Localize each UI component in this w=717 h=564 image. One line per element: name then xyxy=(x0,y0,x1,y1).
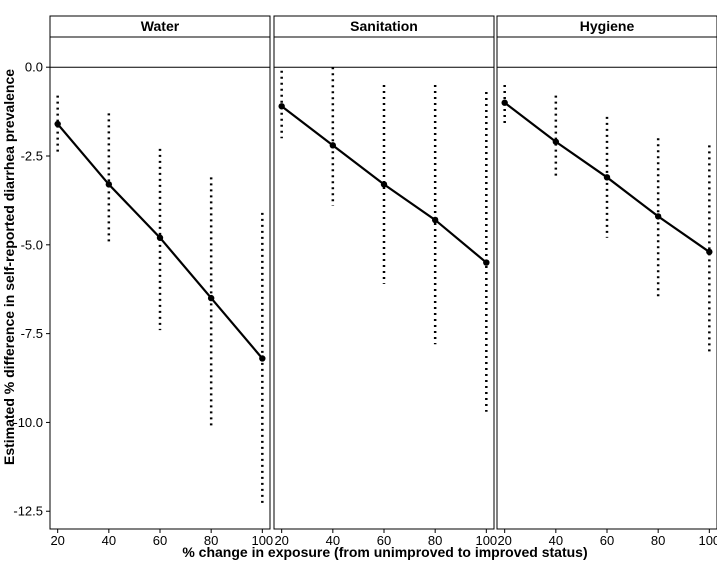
y-tick-label: -5.0 xyxy=(21,237,43,252)
plot-area-water xyxy=(49,36,271,530)
panel-water: Water 20 40 60 80 100 xyxy=(49,15,273,548)
plot-area-hygiene xyxy=(496,36,717,530)
facet-label-sanitation: Sanitation xyxy=(350,18,418,34)
y-axis: 0.0 -2.5 -5.0 -7.5 -10.0 -12.5 xyxy=(13,60,50,519)
panel-sanitation: Sanitation 20 40 60 80 100 xyxy=(273,15,497,548)
x-tick-label: 60 xyxy=(377,533,391,548)
x-tick-label: 20 xyxy=(50,533,64,548)
facet-label-hygiene: Hygiene xyxy=(580,18,635,34)
x-axis-title: % change in exposure (from unimproved to… xyxy=(182,544,587,560)
x-tick-label: 80 xyxy=(428,533,442,548)
data-point xyxy=(54,120,61,128)
x-tick-label: 100 xyxy=(251,533,273,548)
data-point xyxy=(501,99,508,106)
x-tick-label: 20 xyxy=(497,533,511,548)
y-axis-title: Estimated % difference in self-reported … xyxy=(1,69,17,465)
x-tick-label: 60 xyxy=(153,533,167,548)
x-tick-label: 80 xyxy=(204,533,218,548)
data-point xyxy=(603,174,611,181)
y-tick-label: 0.0 xyxy=(25,60,43,75)
y-tick-label: -7.5 xyxy=(21,326,43,341)
x-tick-label: 40 xyxy=(326,533,340,548)
data-point xyxy=(105,181,113,188)
x-tick-label: 20 xyxy=(274,533,288,548)
x-tick-label: 80 xyxy=(651,533,665,548)
x-tick-label: 100 xyxy=(475,533,497,548)
data-point xyxy=(552,138,560,145)
data-point xyxy=(278,103,285,110)
x-tick-label: 60 xyxy=(600,533,614,548)
data-point xyxy=(483,259,490,266)
x-tick-label: 100 xyxy=(698,533,717,548)
data-point xyxy=(329,142,337,149)
x-tick-label: 40 xyxy=(102,533,116,548)
data-point xyxy=(654,213,662,220)
data-point xyxy=(259,355,266,362)
data-point xyxy=(380,181,388,188)
data-point xyxy=(706,248,713,256)
data-point xyxy=(431,216,439,224)
x-tick-label: 40 xyxy=(549,533,563,548)
y-tick-label: -2.5 xyxy=(21,149,43,164)
panel-hygiene: Hygiene 20 40 60 80 100 xyxy=(496,15,717,548)
y-tick-label: -10.0 xyxy=(13,415,43,430)
data-point xyxy=(156,234,164,241)
data-point xyxy=(207,294,215,302)
facet-label-water: Water xyxy=(141,18,180,34)
y-tick-label: -12.5 xyxy=(13,504,43,519)
